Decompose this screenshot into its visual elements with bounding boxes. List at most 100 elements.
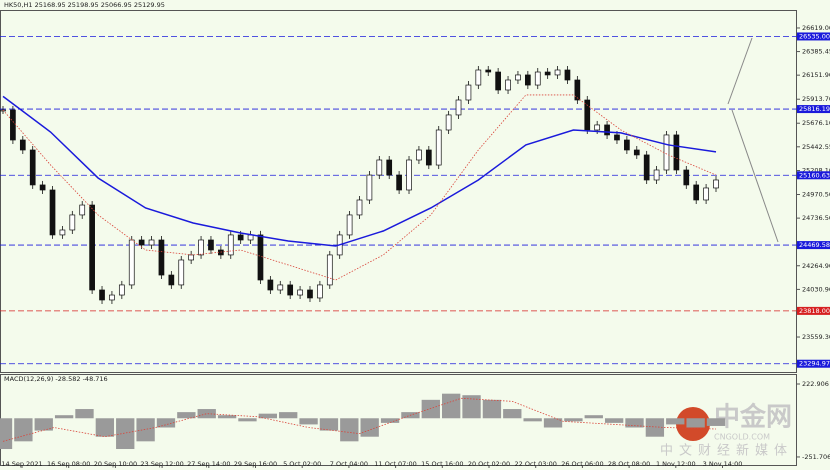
macd-bar: [564, 418, 583, 422]
macd-bar: [299, 418, 318, 425]
level-label: 25816.19: [799, 105, 830, 113]
candle: [505, 79, 511, 91]
watermark: 中金网 CNGOLD.COM 中文财经新媒体: [660, 402, 792, 459]
candle: [10, 109, 16, 141]
macd-bar: [645, 418, 665, 437]
candle: [396, 174, 402, 191]
x-tick-label: 15 Oct 16:00: [421, 460, 463, 468]
candle: [524, 74, 531, 86]
macd-bar: [503, 409, 522, 419]
macd-title: MACD(12,26,9) -28.582 -48.716: [4, 375, 108, 383]
candle: [109, 294, 115, 301]
macd-bar: [136, 418, 155, 442]
macd-bar: [116, 418, 135, 450]
candle: [257, 234, 264, 281]
candle: [237, 234, 244, 241]
candle: [227, 234, 234, 256]
candle: [356, 199, 363, 216]
macd-bar: [360, 418, 379, 437]
candle: [29, 149, 36, 186]
y-tick-label: 23559.30: [802, 333, 830, 341]
candle: [406, 159, 412, 191]
macd-bar: [442, 393, 461, 419]
candle: [346, 214, 353, 236]
y-tick-label: 24264.90: [802, 262, 830, 270]
level-label: 23818.00: [799, 307, 830, 315]
candle: [643, 154, 650, 181]
x-tick-label: 5 Oct 02:00: [283, 460, 321, 468]
candle: [39, 184, 46, 191]
macd-tick-label: -251.706: [802, 453, 830, 461]
candle: [208, 239, 214, 251]
projection-arrow: [727, 37, 753, 105]
y-tick-label: 26385.45: [802, 48, 830, 56]
candle: [267, 279, 274, 291]
macd-bar: [197, 409, 216, 419]
macd-tick-label: 222.906: [802, 380, 829, 388]
macd-signal: [2, 397, 717, 442]
macd-bar: [686, 418, 705, 428]
candle: [49, 189, 56, 236]
x-tick-label: 7 Oct 04:00: [330, 460, 368, 468]
level-label: 26535.00: [799, 32, 830, 40]
level-label: 25160.63: [799, 171, 830, 179]
macd-bar: [462, 395, 481, 419]
y-tick-label: 26151.90: [802, 71, 830, 79]
macd-bar: [177, 412, 196, 419]
candle: [633, 149, 640, 156]
candle: [277, 284, 284, 291]
macd-bar: [217, 415, 237, 419]
candle: [713, 179, 719, 189]
x-tick-label: 16 Sep 08:00: [47, 460, 90, 468]
level-tag: [797, 241, 830, 250]
x-tick-label: 22 Oct 03:00: [515, 460, 557, 468]
x-tick-label: 11 Oct 07:00: [374, 460, 416, 468]
candle: [326, 254, 333, 286]
candle: [59, 229, 66, 236]
y-tick-label: 25913.70: [802, 95, 830, 103]
y-tick-label: 24736.50: [802, 214, 830, 222]
candle: [663, 134, 670, 171]
y-tick-label: 25208.10: [802, 166, 830, 174]
candle: [376, 159, 383, 176]
candle: [366, 174, 373, 201]
candle: [89, 204, 95, 291]
candle: [485, 69, 492, 73]
macd-bar: [156, 418, 176, 428]
candle: [218, 249, 224, 256]
candle: [287, 284, 294, 296]
macd-bar: [706, 418, 726, 426]
candle: [307, 289, 313, 299]
y-tick-label: 26619.00: [802, 24, 830, 32]
candle: [475, 69, 482, 86]
price-pane: [0, 10, 797, 373]
candle: [445, 114, 452, 131]
moving-average: [2, 95, 717, 247]
y-tick-label: 25676.10: [802, 119, 830, 127]
candle: [99, 289, 105, 301]
moving-average: [2, 94, 717, 281]
candle: [118, 284, 125, 296]
candle: [683, 169, 690, 186]
candle: [465, 84, 472, 101]
candle: [554, 69, 561, 76]
level-tag: [797, 171, 830, 180]
level-tag: [797, 306, 830, 315]
candle: [435, 129, 442, 166]
macd-bar: [625, 418, 644, 428]
candle: [653, 169, 660, 181]
candle: [178, 259, 185, 286]
x-tick-label: 28 Oct 08:00: [608, 460, 650, 468]
x-tick-label: 23 Sep 12:00: [140, 460, 183, 468]
x-tick-label: 3 Nov 14:00: [703, 460, 743, 468]
candle: [515, 74, 521, 81]
macd-bar: [14, 418, 33, 442]
level-label: 23294.97: [799, 360, 830, 368]
macd-bar: [584, 415, 603, 419]
candle: [138, 239, 145, 246]
y-tick-label: 25442.55: [802, 143, 830, 151]
projection-arrow: [731, 109, 779, 243]
candle: [198, 239, 204, 256]
candle: [544, 71, 551, 76]
